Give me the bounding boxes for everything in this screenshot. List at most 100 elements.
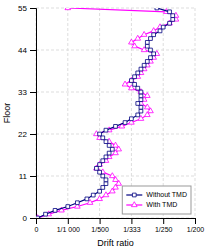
marker xyxy=(139,90,143,94)
tick-mark xyxy=(30,134,36,135)
marker xyxy=(136,86,140,90)
marker xyxy=(104,140,108,144)
marker xyxy=(152,33,156,37)
tick-label: 1/1 000 xyxy=(57,226,80,233)
marker xyxy=(114,124,118,128)
legend-label: With TMD xyxy=(146,201,177,208)
tick-label: 1/500 xyxy=(91,226,109,233)
tick-label: 44 xyxy=(18,46,27,55)
tick: 1/200 xyxy=(187,218,205,233)
marker xyxy=(104,128,108,132)
tick: 1/250 xyxy=(155,218,173,233)
marker xyxy=(161,25,165,29)
marker xyxy=(139,105,143,109)
marker xyxy=(104,155,108,159)
marker xyxy=(136,71,140,75)
tick-label: 11 xyxy=(19,172,28,181)
grid-line-y xyxy=(36,92,195,93)
marker xyxy=(130,79,134,83)
marker xyxy=(36,215,40,218)
marker xyxy=(171,14,175,18)
marker xyxy=(123,121,127,125)
marker xyxy=(144,93,150,98)
marker xyxy=(145,40,149,44)
tick-mark xyxy=(100,218,101,224)
tick-label: 22 xyxy=(18,130,27,139)
marker xyxy=(168,10,172,14)
marker xyxy=(135,35,141,40)
tick: 22 xyxy=(18,130,36,139)
tick: 55 xyxy=(18,4,36,13)
marker xyxy=(155,8,159,10)
legend-box xyxy=(122,186,191,214)
tick-mark xyxy=(30,218,36,219)
marker xyxy=(129,39,135,44)
chart: 0 1/1 000 1/500 1/333 1/250 1/200 0 11 22 33 44 55 W… xyxy=(0,0,209,250)
marker xyxy=(101,174,105,178)
marker xyxy=(139,67,143,71)
legend: Without TMD With TMD xyxy=(122,186,191,214)
marker xyxy=(151,28,157,33)
marker xyxy=(91,193,95,197)
tick-label: 0 xyxy=(23,214,28,223)
legend-marker xyxy=(132,193,136,197)
grid-line-y xyxy=(36,8,195,9)
marker xyxy=(53,208,57,212)
tick-mark xyxy=(131,218,132,224)
axis-line xyxy=(30,9,37,219)
marker xyxy=(122,81,128,86)
legend-label: Without TMD xyxy=(146,191,187,198)
marker xyxy=(168,21,172,25)
tick-mark xyxy=(30,92,36,93)
marker xyxy=(85,197,89,201)
marker xyxy=(98,163,102,167)
marker xyxy=(107,144,111,148)
marker xyxy=(113,142,119,147)
marker xyxy=(139,98,143,102)
marker xyxy=(75,201,79,205)
tick-label: 33 xyxy=(18,88,27,97)
grid-line-y xyxy=(36,50,195,51)
marker xyxy=(171,18,175,22)
axis-line xyxy=(37,219,196,225)
marker xyxy=(98,170,102,174)
tick-label: 55 xyxy=(18,4,27,13)
grid-line-x xyxy=(67,8,68,218)
marker xyxy=(142,63,146,67)
marker xyxy=(133,75,137,79)
grid-line-x xyxy=(195,8,196,218)
y-axis: 0 11 22 33 44 55 xyxy=(18,4,36,223)
marker xyxy=(101,186,105,190)
tick: 33 xyxy=(18,88,36,97)
tick: 0 xyxy=(35,218,39,233)
marker xyxy=(104,182,108,186)
x-axis: 0 1/1 000 1/500 1/333 1/250 1/200 xyxy=(35,218,205,233)
marker xyxy=(158,29,162,33)
tick: 1/333 xyxy=(123,218,141,233)
tick: 0 xyxy=(23,214,36,223)
marker xyxy=(145,44,149,48)
tick-mark xyxy=(68,218,69,224)
grid-line-y xyxy=(36,134,195,135)
marker xyxy=(141,31,147,36)
marker xyxy=(95,166,99,170)
marker xyxy=(110,147,114,151)
marker xyxy=(136,102,140,106)
marker xyxy=(139,94,143,98)
marker xyxy=(136,113,140,117)
tick-mark xyxy=(30,8,36,9)
tick-mark xyxy=(195,218,196,224)
plot: 0 1/1 000 1/500 1/333 1/250 1/200 0 11 22 33 44 55 W… xyxy=(18,4,204,233)
tick-label: 0 xyxy=(35,226,39,233)
marker xyxy=(103,192,109,197)
tick-mark xyxy=(30,50,36,51)
tick: 1/1 000 xyxy=(57,218,80,233)
marker xyxy=(107,151,111,155)
marker xyxy=(144,104,150,109)
marker xyxy=(97,196,103,201)
marker xyxy=(104,178,108,182)
marker xyxy=(36,216,39,218)
tick-label: 1/250 xyxy=(155,226,173,233)
marker xyxy=(98,189,102,193)
marker xyxy=(133,82,137,86)
